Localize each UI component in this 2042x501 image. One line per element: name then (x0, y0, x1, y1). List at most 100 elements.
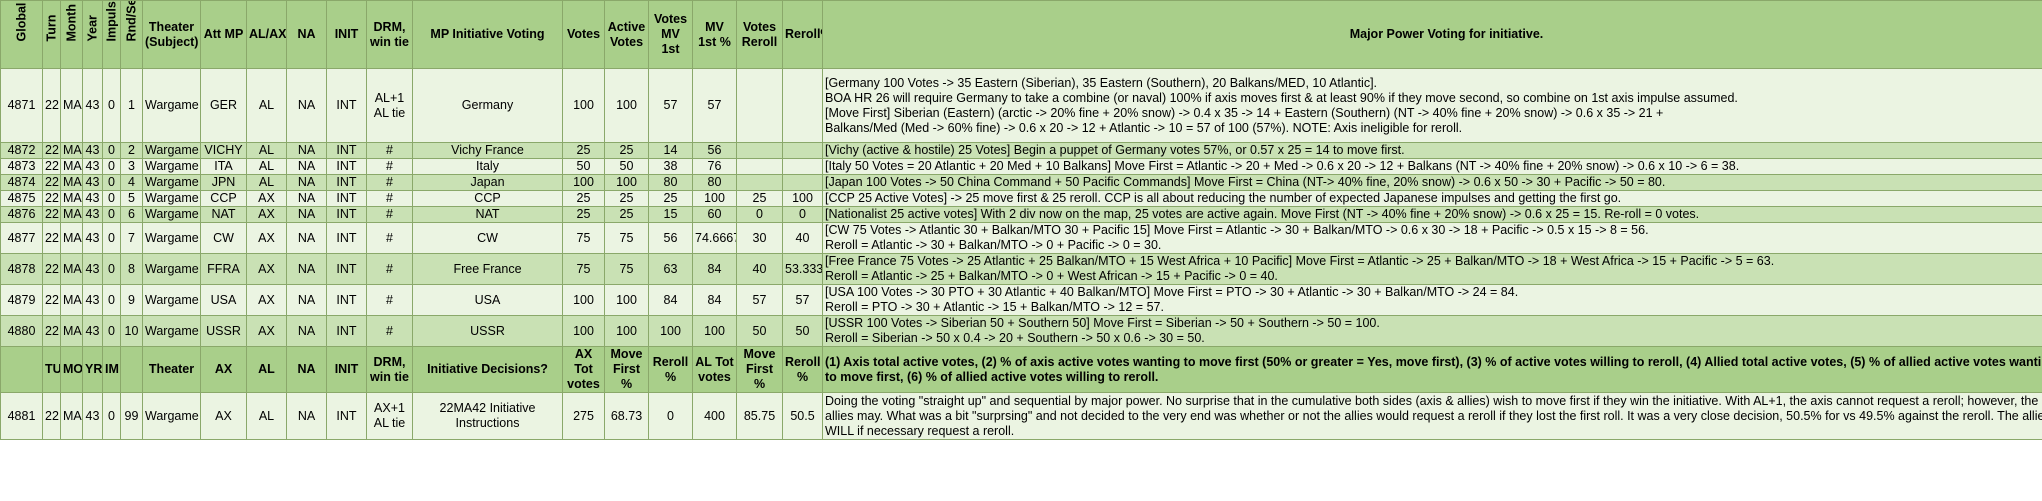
cell-notes: [USA 100 Votes -> 30 PTO + 30 Atlantic +… (822, 284, 2042, 316)
table-body: 4871 22 MA 43 0 1 Wargame GER AL NA INT AL+1 AL tie… (0, 68, 2042, 347)
cell-alax: AX (246, 253, 287, 285)
cell-rnd: 4 (120, 174, 143, 191)
cell-att-mp: ITA (200, 158, 247, 175)
cell-votes: 100 (562, 68, 605, 143)
cell-turn: 22 (42, 253, 61, 285)
cell-notes: [USSR 100 Votes -> Siberian 50 + Souther… (822, 315, 2042, 347)
cell-init: INT (326, 174, 367, 191)
notes-line: [Nationalist 25 active votes] With 2 div… (825, 207, 1700, 222)
summary-move-first: Move First % (604, 346, 649, 393)
cell-month: MA (60, 206, 83, 223)
cell-theater: Wargame (142, 158, 201, 175)
notes-line: Reroll = PTO -> 30 + Atlantic -> 15 + Ba… (825, 300, 1164, 314)
cell-init: INT (326, 253, 367, 285)
cell-theater: Wargame (142, 68, 201, 143)
cell-notes: [Free France 75 Votes -> 25 Atlantic + 2… (822, 253, 2042, 285)
cell-notes: [Italy 50 Votes = 20 Atlantic + 20 Med +… (822, 158, 2042, 175)
cell-month: MA (60, 222, 83, 254)
cell-theater: Wargame (142, 315, 201, 347)
cell-drm: # (366, 222, 413, 254)
cell-att-mp: GER (200, 68, 247, 143)
cell-drm: # (366, 174, 413, 191)
cell-notes: [Germany 100 Votes -> 35 Eastern (Siberi… (822, 68, 2042, 143)
header-global: Global # (0, 0, 43, 69)
cell-vr (736, 158, 783, 175)
cell-att-mp: CW (200, 222, 247, 254)
cell-mv1p: 76 (692, 158, 737, 175)
cell-impulse: 0 (102, 253, 121, 285)
cell-alax: AX (246, 315, 287, 347)
cell-init: INT (326, 222, 367, 254)
cell-active: 75 (604, 253, 649, 285)
cell-drm: # (366, 190, 413, 207)
cell-theater: Wargame (142, 142, 201, 159)
cell-month: MA (60, 315, 83, 347)
header-votes-mv1: Votes MV 1st (648, 0, 693, 69)
cell-month: MA (60, 253, 83, 285)
cell-rp (782, 174, 823, 191)
cell-mv1: 0 (648, 392, 693, 440)
cell-att-mp: USSR (200, 315, 247, 347)
summary-yr: YR (82, 346, 103, 393)
cell-na: NA (286, 392, 327, 440)
cell-impulse: 0 (102, 142, 121, 159)
cell-year: 43 (82, 253, 103, 285)
cell-active: 100 (604, 315, 649, 347)
cell-vr: 50 (736, 315, 783, 347)
cell-turn: 22 (42, 222, 61, 254)
cell-theater: Wargame (142, 253, 201, 285)
cell-rnd: 7 (120, 222, 143, 254)
cell-rnd: 1 (120, 68, 143, 143)
cell-votes: 75 (562, 222, 605, 254)
cell-month: MA (60, 68, 83, 143)
cell-alax: AL (246, 142, 287, 159)
cell-voting: Free France (412, 253, 563, 285)
cell-turn: 22 (42, 68, 61, 143)
cell-att-mp: VICHY (200, 142, 247, 159)
summary-im: IM (102, 346, 121, 393)
cell-year: 43 (82, 315, 103, 347)
cell-active: 25 (604, 142, 649, 159)
cell-impulse: 0 (102, 222, 121, 254)
cell-drm: # (366, 284, 413, 316)
cell-alax: AX (246, 222, 287, 254)
cell-vr: 25 (736, 190, 783, 207)
cell-rp: 40 (782, 222, 823, 254)
cell-year: 43 (82, 158, 103, 175)
header-voting: MP Initiative Voting (412, 0, 563, 69)
final-row: 4881 22 MA 43 0 99 Wargame AX AL NA INT … (0, 392, 2042, 440)
cell-month: MA (60, 284, 83, 316)
cell-voting: NAT (412, 206, 563, 223)
cell-mv1p: 74.6667 (692, 222, 737, 254)
cell-att-mp: USA (200, 284, 247, 316)
cell-year: 43 (82, 174, 103, 191)
cell-na: NA (286, 190, 327, 207)
cell-mv1p: 84 (692, 284, 737, 316)
cell-month: MA (60, 392, 83, 440)
header-na: NA (286, 0, 327, 69)
header-att-mp: Att MP (200, 0, 247, 69)
cell-votes: 25 (562, 190, 605, 207)
cell-rnd: 2 (120, 142, 143, 159)
header-votes-reroll: Votes Reroll (736, 0, 783, 69)
cell-impulse: 0 (102, 284, 121, 316)
cell-impulse: 0 (102, 206, 121, 223)
cell-alax: AL (246, 68, 287, 143)
cell-voting: 22MA42 Initiative Instructions (412, 392, 563, 440)
notes-line: [Move First] Siberian (Eastern) (arctic … (825, 105, 1664, 120)
summary-body: TU MO YR IM Theater AX AL NA INIT DRM, w… (0, 346, 2042, 440)
cell-vr (736, 142, 783, 159)
cell-att-mp: AX (200, 392, 247, 440)
cell-turn: 22 (42, 158, 61, 175)
summary-row: TU MO YR IM Theater AX AL NA INIT DRM, w… (0, 346, 2042, 393)
cell-active: 100 (604, 284, 649, 316)
summary-ax-tot: AX Tot votes (562, 346, 605, 393)
table-row: 4871 22 MA 43 0 1 Wargame GER AL NA INT AL+1 AL tie… (0, 68, 2042, 143)
cell-vr: 40 (736, 253, 783, 285)
cell-theater: Wargame (142, 222, 201, 254)
table-row: 4879 22 MA 43 0 9 Wargame USA AX NA INT # USA 100 100 8… (0, 284, 2042, 316)
cell-mv1: 14 (648, 142, 693, 159)
cell-rp (782, 158, 823, 175)
cell-impulse: 0 (102, 158, 121, 175)
header-drm: DRM, win tie (366, 0, 413, 69)
